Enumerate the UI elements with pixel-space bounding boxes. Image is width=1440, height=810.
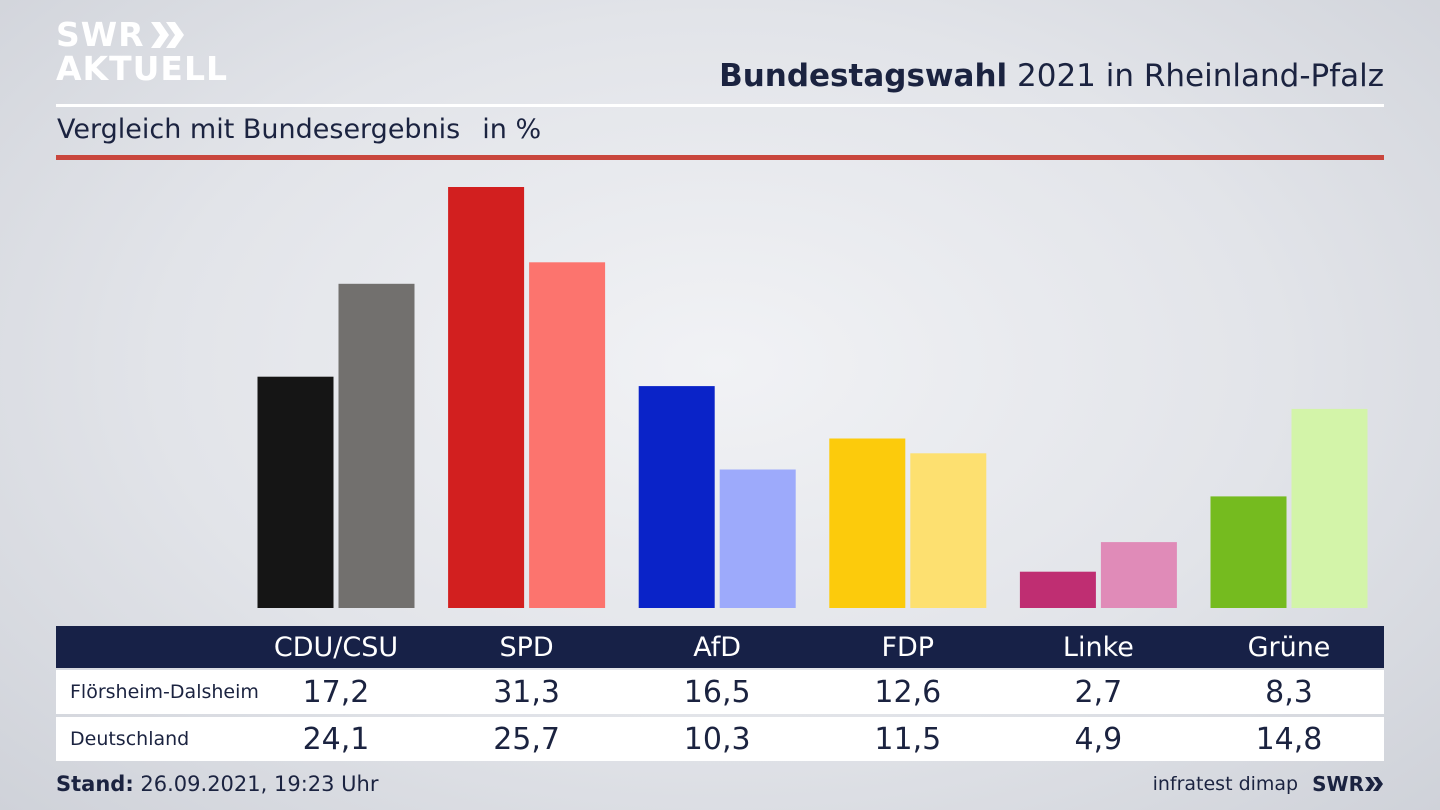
column-header-fdp: FDP (881, 631, 935, 663)
chart-subtitle: Vergleich mit Bundesergebnis in % (57, 114, 541, 145)
column-header-cdu-csu: CDU/CSU (273, 631, 399, 663)
bar-national-cdu-csu (338, 283, 415, 608)
bar-local-linke (1019, 571, 1096, 608)
unit-label: in % (482, 114, 542, 145)
swr-aktuell-logo: SWR AKTUELL (56, 18, 228, 86)
double-chevron-icon (1365, 777, 1383, 791)
title-rest: 2021 in Rheinland-Pfalz (1007, 58, 1384, 94)
accent-divider (56, 155, 1384, 160)
bar-national-fdp (910, 453, 987, 608)
national-value-linke: 4,9 (1074, 721, 1123, 757)
local-value-fdp: 12,6 (874, 674, 942, 710)
national-value-gr-ne: 14,8 (1255, 721, 1323, 757)
stand-value: 26.09.2021, 19:23 Uhr (133, 772, 379, 796)
source-text: infratest dimap (1152, 773, 1299, 795)
stand-label: Stand: (56, 772, 134, 796)
bar-chart (257, 187, 1368, 608)
national-value-afd: 10,3 (683, 721, 751, 757)
row-label-local: Flörsheim-Dalsheim (70, 681, 259, 703)
bar-local-cdu-csu (257, 376, 334, 608)
bar-local-gr-ne (1210, 496, 1287, 608)
table-row-local: Flörsheim-Dalsheim 17,2 31,3 16,5 12,6 2,7 8,… (56, 670, 1384, 714)
logo-swr-text: SWR (56, 15, 145, 54)
results-table: CDU/CSU SPD AfD FDP Linke Grüne Flörsheim-Dal… (56, 626, 1384, 761)
table-header: CDU/CSU SPD AfD FDP Linke Grüne (56, 626, 1384, 668)
national-value-cdu-csu: 24,1 (302, 721, 370, 757)
subtitle-text: Vergleich mit Bundesergebnis (57, 114, 461, 145)
bar-local-afd (638, 386, 715, 608)
bar-local-spd (448, 187, 525, 608)
timestamp: Stand: 26.09.2021, 19:23 Uhr (56, 772, 379, 796)
double-chevron-icon (150, 22, 184, 48)
column-header-spd: SPD (499, 631, 554, 663)
page-title: Bundestagswahl 2021 in Rheinland-Pfalz (719, 58, 1384, 94)
bar-national-spd (529, 262, 606, 608)
title-divider (56, 104, 1384, 107)
bar-local-fdp (829, 438, 906, 608)
local-value-gr-ne: 8,3 (1265, 674, 1313, 710)
national-value-fdp: 11,5 (874, 721, 942, 757)
local-value-linke: 2,7 (1074, 674, 1123, 710)
column-header-afd: AfD (693, 631, 742, 663)
source-credit: infratest dimap SWR (1153, 772, 1384, 796)
footer-brand: SWR (1312, 772, 1364, 796)
table-row-national: Deutschland 24,1 25,7 10,3 11,5 4,9 14,8 (56, 717, 1384, 761)
local-value-afd: 16,5 (683, 674, 751, 710)
title-bold: Bundestagswahl (719, 58, 1008, 94)
local-value-spd: 31,3 (493, 674, 560, 710)
column-header-gr-ne: Grüne (1247, 631, 1331, 663)
footer-swr-logo: SWR (1312, 772, 1384, 796)
logo-aktuell-text: AKTUELL (56, 49, 229, 88)
local-value-cdu-csu: 17,2 (302, 674, 370, 710)
bar-national-afd (719, 469, 796, 608)
row-label-national: Deutschland (70, 728, 190, 750)
national-value-spd: 25,7 (493, 721, 560, 757)
bar-national-linke (1100, 542, 1177, 608)
column-header-linke: Linke (1062, 631, 1134, 663)
bar-national-gr-ne (1291, 408, 1368, 608)
